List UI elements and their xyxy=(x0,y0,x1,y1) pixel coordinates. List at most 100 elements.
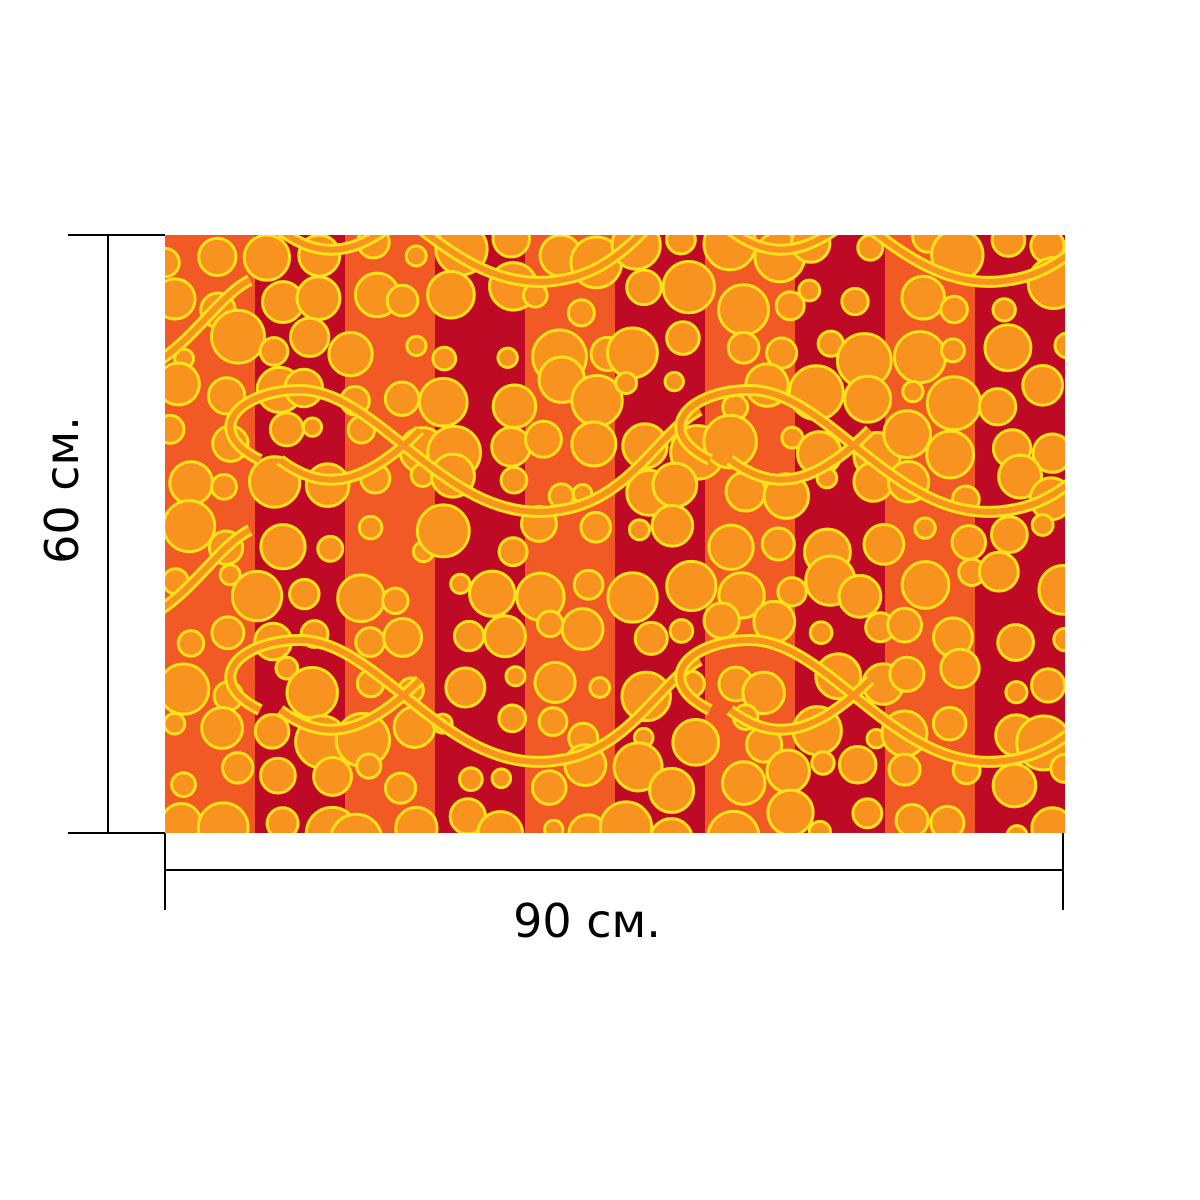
bubble xyxy=(533,660,577,704)
bubble xyxy=(497,536,529,568)
dimension-lines xyxy=(68,234,1064,910)
bubble xyxy=(887,752,922,787)
bubble xyxy=(170,771,197,799)
bubble xyxy=(567,813,609,833)
bubble xyxy=(702,601,741,640)
bubble xyxy=(648,766,696,814)
bubble xyxy=(242,235,291,282)
bubble xyxy=(449,572,472,595)
bubble xyxy=(665,320,701,356)
bubble xyxy=(383,380,421,418)
bubble xyxy=(671,718,721,767)
bubble xyxy=(665,235,697,256)
bubble xyxy=(726,330,761,365)
bubble xyxy=(950,524,988,561)
bubble xyxy=(491,235,531,259)
bubble xyxy=(706,809,761,833)
bubble xyxy=(165,246,181,279)
bubble xyxy=(939,294,969,325)
bubble xyxy=(535,609,565,639)
width-label: 90 см. xyxy=(513,894,661,948)
bubble xyxy=(851,797,884,830)
bubble xyxy=(625,268,663,307)
bubble xyxy=(354,626,386,659)
bubble xyxy=(218,563,242,587)
bubble xyxy=(383,771,418,805)
bubble xyxy=(606,326,659,380)
bubble xyxy=(295,275,342,322)
bubble xyxy=(197,236,238,277)
bubble xyxy=(253,713,291,750)
bubble xyxy=(357,514,384,541)
bubble xyxy=(336,573,386,624)
bubble xyxy=(259,523,307,571)
swirl xyxy=(677,636,1065,765)
bubble xyxy=(329,812,383,833)
bubble xyxy=(426,269,476,320)
bubble xyxy=(913,516,937,540)
bubble xyxy=(620,670,672,723)
bubble xyxy=(258,336,290,367)
bubble xyxy=(289,316,331,358)
bubble xyxy=(997,453,1044,500)
bubble xyxy=(301,416,324,438)
bubble xyxy=(991,297,1017,323)
bubble xyxy=(892,330,948,385)
bubble xyxy=(497,703,528,734)
bubble xyxy=(627,518,651,542)
bubble xyxy=(381,586,410,615)
bubble xyxy=(720,760,767,806)
bubble xyxy=(606,571,659,624)
bubble xyxy=(661,260,716,315)
bubble xyxy=(165,361,201,407)
bubble xyxy=(929,804,966,833)
bubble xyxy=(1030,806,1065,833)
bubble xyxy=(766,788,815,833)
bubble xyxy=(490,426,532,468)
bubble xyxy=(523,419,563,459)
bubble xyxy=(649,817,693,833)
bubble xyxy=(274,655,300,681)
bubble xyxy=(394,805,439,833)
bubble xyxy=(165,413,186,445)
bubble xyxy=(285,666,339,720)
bubble xyxy=(405,334,428,358)
bubble xyxy=(165,499,217,554)
bubble xyxy=(268,411,305,448)
bubble xyxy=(165,801,203,833)
bubble xyxy=(588,676,612,699)
bubble xyxy=(977,550,1020,593)
bubble xyxy=(900,560,951,610)
bubble xyxy=(651,461,699,509)
bubble xyxy=(452,619,486,653)
bubble xyxy=(220,751,255,785)
bubble xyxy=(483,614,527,659)
swirl xyxy=(281,235,645,285)
swirl xyxy=(165,277,252,361)
bubble xyxy=(210,308,266,365)
bubble xyxy=(196,801,250,833)
bubble xyxy=(774,290,806,322)
bubble xyxy=(650,503,695,548)
bubble xyxy=(837,744,878,785)
bubble xyxy=(230,569,284,623)
bubble xyxy=(312,756,353,797)
bubble xyxy=(176,629,206,658)
bubble xyxy=(1049,752,1065,784)
bubble xyxy=(983,323,1033,373)
swirl xyxy=(227,636,702,765)
bubble xyxy=(579,510,613,544)
bubble xyxy=(431,345,458,372)
bubble xyxy=(612,741,664,793)
bubble xyxy=(382,616,424,658)
bubble xyxy=(939,647,981,690)
bubble xyxy=(566,298,596,328)
bubble xyxy=(717,283,770,337)
bubble xyxy=(560,607,605,651)
bubble xyxy=(417,376,469,428)
height-label: 60 см. xyxy=(35,416,89,564)
bubble xyxy=(843,374,893,424)
bubble xyxy=(765,748,811,794)
bubble xyxy=(1052,626,1065,653)
